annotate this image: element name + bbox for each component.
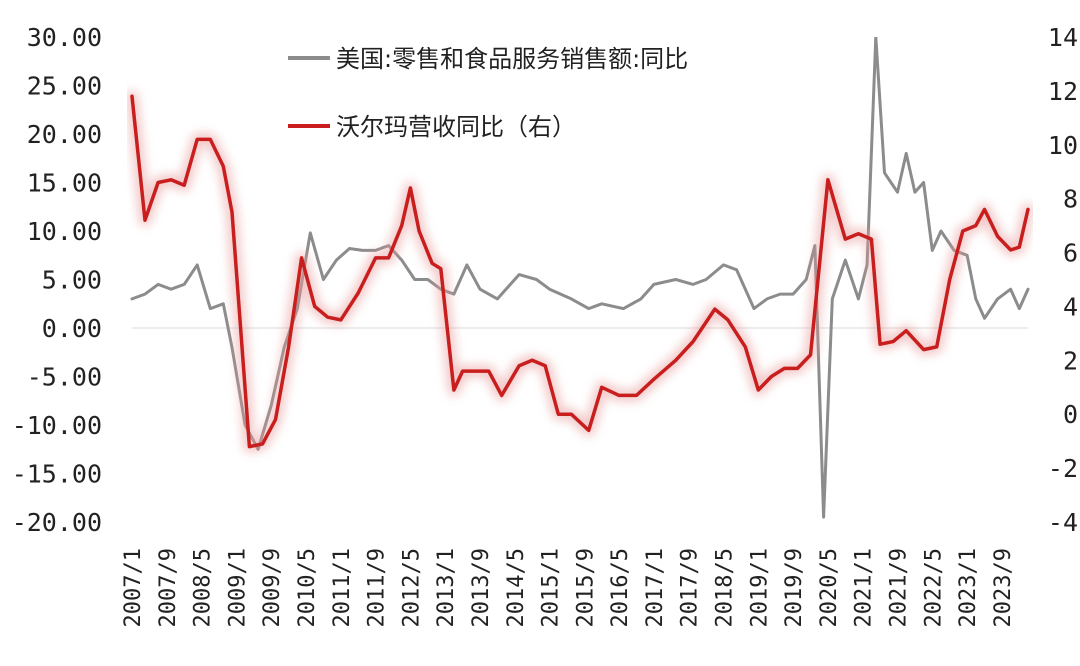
legend-label-retail: 美国:零售和食品服务销售额:同比 [336,45,688,73]
y-left-tick-label: 30.00 [27,23,102,52]
x-axis: 2007/1 2007/9 2008/5 2009/1 2009/9 2010/5 2011… [121,548,1016,627]
y-right-tick-label: -4 [1048,508,1078,537]
y-right-tick-label: 12 [1048,77,1078,106]
series-line-walmart [130,94,1030,449]
y-right-tick-label: -2 [1048,454,1078,483]
x-tick-label: 2014/5 [504,548,529,627]
x-tick-label: 2007/1 [121,548,146,627]
y-left-tick-label: 0.00 [42,314,102,343]
x-tick-label: 2015/9 [573,548,598,627]
y-left-tick-label: 5.00 [42,266,102,295]
y-right-tick-label: 4 [1063,292,1078,321]
y-left-tick-label: 25.00 [27,72,102,101]
x-tick-label: 2017/1 [643,548,668,627]
x-tick-label: 2021/9 [887,548,912,627]
y-right-tick-label: 0 [1063,400,1078,429]
series-layer [127,37,1033,519]
x-tick-label: 2009/1 [225,548,250,627]
y-left-tick-label: -10.00 [12,411,102,440]
y-right-tick-label: 14 [1048,23,1078,52]
y-left-tick-label: -15.00 [12,460,102,489]
x-tick-label: 2012/5 [399,548,424,627]
x-tick-label: 2010/5 [295,548,320,627]
y-right-tick-label: 2 [1063,346,1078,375]
series-glow-walmart [127,90,1033,453]
y-left-tick-label: -20.00 [12,508,102,537]
x-tick-label: 2019/9 [782,548,807,627]
x-tick-label: 2021/1 [852,548,877,627]
x-tick-label: 2023/1 [956,548,981,627]
y-left-tick-label: 15.00 [27,169,102,198]
x-tick-label: 2017/9 [678,548,703,627]
x-tick-label: 2016/5 [608,548,633,627]
legend-label-walmart: 沃尔玛营收同比（右） [336,113,576,141]
y-right-tick-label: 10 [1048,131,1078,160]
x-tick-label: 2022/5 [921,548,946,627]
legend: 美国:零售和食品服务销售额:同比 沃尔玛营收同比（右） [288,45,688,141]
x-tick-label: 2023/9 [991,548,1016,627]
x-tick-label: 2015/1 [539,548,564,627]
y-left-tick-label: 20.00 [27,120,102,149]
x-tick-label: 2009/9 [260,548,285,627]
y-right-tick-label: 6 [1063,239,1078,268]
y-left-tick-label: -5.00 [27,363,102,392]
x-tick-label: 2011/1 [330,548,355,627]
x-tick-label: 2019/1 [747,548,772,627]
y-axis-left: 30.00 25.00 20.00 15.00 10.00 5.00 0.00 -5.00 -1… [12,23,102,537]
x-tick-label: 2018/5 [713,548,738,627]
x-tick-label: 2013/9 [469,548,494,627]
x-tick-label: 2013/1 [434,548,459,627]
y-right-tick-label: 8 [1063,185,1078,214]
x-tick-label: 2008/5 [191,548,216,627]
x-tick-label: 2020/5 [817,548,842,627]
y-left-tick-label: 10.00 [27,217,102,246]
x-tick-label: 2011/9 [365,548,390,627]
y-axis-right: 14 12 10 8 6 4 2 0 -2 -4 [1048,23,1078,537]
x-tick-label: 2007/9 [156,548,181,627]
